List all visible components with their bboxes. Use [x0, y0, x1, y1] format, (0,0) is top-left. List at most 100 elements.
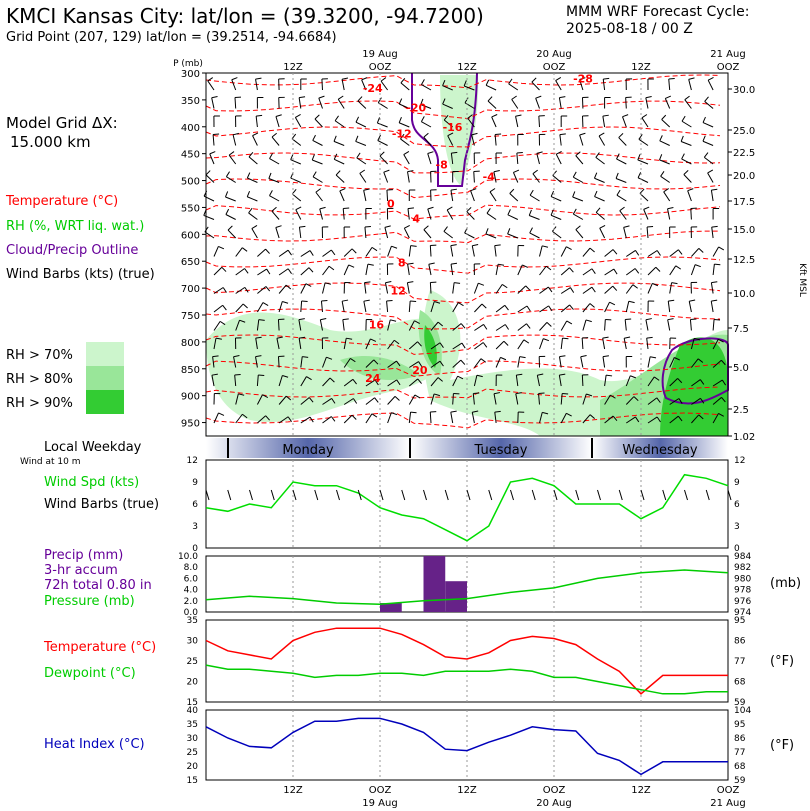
- wind-barb: [486, 212, 497, 220]
- wind-barb: [393, 339, 400, 345]
- wind-barb: [618, 133, 624, 138]
- wind-barb: [699, 379, 705, 385]
- wind-barb: [635, 416, 640, 423]
- wind-barb: [407, 262, 414, 265]
- wind-barb: [552, 230, 562, 239]
- isotherm-line: [205, 152, 721, 174]
- wind-barb: [560, 413, 567, 424]
- wind-barb: [610, 394, 616, 399]
- wind-barb: [494, 412, 497, 424]
- wind-barb: [707, 77, 714, 81]
- temp-panel-right-tick-label: 86: [734, 637, 746, 647]
- station-title: KMCI Kansas City: lat/lon = (39.3200, -9…: [6, 4, 484, 28]
- wind-barb: [624, 319, 627, 331]
- temp-panel-tick-label: 30: [187, 637, 199, 647]
- wind-barb: [219, 320, 226, 326]
- wind-barb: [667, 301, 671, 313]
- wind-barb: [566, 320, 573, 325]
- wind-barb: [572, 208, 577, 215]
- wind-barb: [234, 97, 237, 109]
- wind-barb: [408, 300, 411, 313]
- wind-barb: [472, 244, 479, 247]
- wind-barb: [334, 120, 345, 128]
- wind-barb: [404, 225, 410, 229]
- date-tick-label: 19 Aug: [362, 49, 397, 60]
- isotherm-label: -28: [573, 73, 593, 86]
- wind-barb: [365, 247, 373, 257]
- wind-barb: [285, 284, 292, 290]
- pressure-tick-label: 950: [181, 419, 200, 430]
- heat-panel-tick-label: 20: [187, 762, 199, 772]
- wind-barb: [677, 415, 683, 422]
- wind-barb: [703, 152, 709, 158]
- isotherm-label: 4: [412, 213, 420, 226]
- wind-barb: [343, 378, 354, 387]
- wind-barb: [235, 413, 243, 424]
- wind-barb: [674, 357, 680, 361]
- wind-barb: [447, 135, 454, 146]
- surface-wind-barb: [444, 489, 449, 501]
- wind-barb: [707, 169, 714, 174]
- wind-barb: [560, 304, 570, 313]
- pressure-line: [205, 569, 729, 605]
- wind-barb: [213, 338, 217, 350]
- wind-barb: [494, 245, 497, 257]
- pressure-tick-label: 550: [181, 203, 200, 214]
- wind-barb: [213, 266, 223, 276]
- surface-wind-barb: [401, 489, 406, 501]
- wind-barb: [667, 318, 674, 321]
- wind-barb: [420, 104, 432, 109]
- wind-barb: [493, 392, 501, 395]
- rh80-label: RH > 80%: [6, 372, 73, 387]
- wind-barb: [697, 358, 704, 363]
- wind-barb: [322, 416, 332, 424]
- precip-bar: [423, 556, 446, 612]
- wind-barb: [650, 356, 657, 359]
- heat-unit: (°F): [770, 738, 795, 753]
- wind-barb: [258, 319, 265, 321]
- wind-barb: [262, 302, 269, 307]
- isotherm-label: -12: [392, 128, 412, 141]
- wind-barb: [458, 302, 464, 307]
- pressure-tick-label: 980: [734, 574, 751, 584]
- wind-barb: [300, 416, 311, 424]
- wind-barb: [581, 374, 584, 387]
- wind-barb: [257, 268, 267, 276]
- wind-barb: [519, 356, 526, 359]
- surface-wind-barb: [270, 489, 275, 501]
- wind-barb: [231, 77, 238, 81]
- wind-barb: [710, 282, 714, 294]
- wind-barb: [582, 319, 587, 331]
- wind-barb: [516, 373, 523, 376]
- wind-barb: [374, 397, 379, 403]
- wind-barb: [612, 285, 618, 291]
- wind-barb: [231, 79, 237, 91]
- wind-barb: [707, 172, 714, 183]
- isotherm-line: [205, 360, 721, 377]
- wind-barb: [535, 95, 542, 99]
- wind-barb: [235, 268, 245, 276]
- wind-barb: [207, 77, 214, 82]
- wind-barb: [515, 375, 519, 387]
- wind-barb: [450, 244, 457, 247]
- temp-panel-right-tick-label: 59: [734, 698, 746, 708]
- wind-barb: [559, 355, 566, 358]
- heat-panel-tick-label: 40: [187, 706, 199, 716]
- wind-barb: [558, 375, 562, 387]
- day-segment: [206, 438, 410, 458]
- wind-barb: [474, 303, 483, 313]
- wind-barb: [421, 121, 432, 128]
- rh90-swatch: [86, 390, 124, 414]
- wind-barb: [450, 188, 457, 191]
- wind-barb: [613, 268, 618, 275]
- wind-barb: [387, 339, 395, 350]
- wind-barb: [312, 159, 323, 165]
- wind-barb: [476, 374, 483, 378]
- wind-barb: [575, 229, 584, 239]
- wind-barb: [473, 358, 482, 368]
- wind-barb: [591, 268, 596, 274]
- wind-barb: [408, 394, 416, 405]
- wind-barb: [661, 119, 671, 128]
- wind-barb: [495, 357, 501, 368]
- wind-barb: [677, 249, 683, 255]
